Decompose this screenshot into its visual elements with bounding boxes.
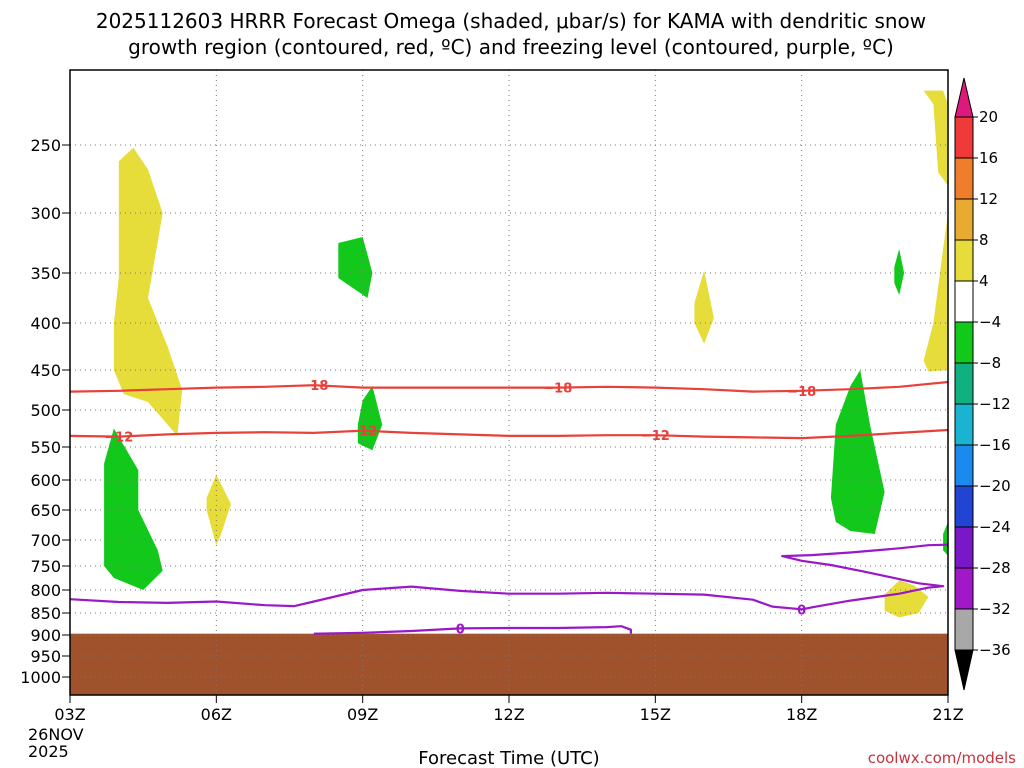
x-axis-title: Forecast Time (UTC) [418, 748, 599, 768]
colorbar-label-2: 12 [979, 190, 998, 208]
y-axis-pressure: 250 300 350 400 450 500 550 600 650 700 750 800 850 9… [20, 136, 70, 687]
freezing-contour-label-1-0: 0 [456, 622, 465, 637]
colorbar-label-3: 8 [979, 231, 989, 249]
dgz-contour-1 [69, 428, 949, 440]
y-tick-label-900: 900 [30, 626, 61, 645]
dgz-contour-label-1-0: −12 [104, 431, 133, 446]
freezing-contour-label-0-0: 0 [797, 603, 806, 618]
x-tick-label-03Z: 03Z [54, 705, 85, 724]
colorbar-box-5 [954, 321, 974, 364]
dgz-contour-label-0-0: −18 [299, 379, 328, 394]
y-tick-label-950: 950 [30, 647, 61, 666]
colorbar-label-4: 4 [979, 272, 989, 290]
dgz-contour-label-1-2: −12 [641, 429, 670, 444]
colorbar-label-6: −8 [979, 354, 1001, 372]
omega-shading [104, 90, 948, 618]
contours: −18 −18 −18 −12 −12 −12 0 0 [69, 379, 949, 637]
omega-region-5 [884, 580, 929, 618]
omega-region-6 [104, 428, 163, 590]
omega-region-9 [830, 370, 885, 534]
x-tick-label-09Z: 09Z [347, 705, 378, 724]
omega-region-11 [943, 522, 948, 556]
omega-region-10 [894, 249, 905, 295]
y-tick-label-300: 300 [30, 204, 61, 223]
colorbar-box-10 [954, 526, 974, 569]
x-tick-label-18Z: 18Z [786, 705, 817, 724]
credit-text: coolwx.com/models [868, 749, 1016, 767]
x-tick-label-15Z: 15Z [640, 705, 671, 724]
y-tick-label-550: 550 [30, 438, 61, 457]
x-tick-label-06Z: 06Z [201, 705, 232, 724]
colorbar-box-3 [954, 239, 974, 282]
colorbar-label-5: −4 [979, 313, 1001, 331]
colorbar-bottom-triangle [954, 649, 974, 691]
dgz-contour-0 [69, 380, 949, 393]
colorbar-label-8: −16 [979, 436, 1011, 454]
x-date-year: 2025 [28, 742, 69, 761]
omega-region-2 [694, 270, 714, 344]
y-tick-label-850: 850 [30, 604, 61, 623]
colorbar-box-12 [954, 608, 974, 651]
y-tick-label-750: 750 [30, 557, 61, 576]
dgz-contour-label-1-1: −12 [348, 425, 377, 440]
colorbar-label-0: 20 [979, 108, 998, 126]
colorbar-box-1 [954, 157, 974, 200]
freezing-contour-1 [313, 625, 633, 635]
omega-region-3 [923, 90, 948, 186]
colorbar-label-1: 16 [979, 149, 998, 167]
colorbar-box-7 [954, 403, 974, 446]
y-tick-label-600: 600 [30, 471, 61, 490]
colorbar-box-0 [954, 116, 974, 159]
chart-title-line-2: growth region (contoured, red, ºC) and f… [128, 35, 894, 59]
y-tick-label-450: 450 [30, 361, 61, 380]
colorbar-box-2 [954, 198, 974, 241]
y-tick-label-350: 350 [30, 264, 61, 283]
freezing-contour-0 [69, 543, 949, 611]
y-tick-label-1000: 1000 [20, 668, 61, 687]
ground-below-surface [70, 633, 948, 695]
omega-region-7 [338, 237, 373, 298]
x-tick-label-12Z: 12Z [493, 705, 524, 724]
dgz-contour-label-0-1: −18 [543, 382, 572, 397]
x-date-day: 26NOV [28, 725, 84, 744]
colorbar-label-13: −36 [979, 641, 1011, 659]
x-axis-time: 03Z 06Z 09Z 12Z 15Z 18Z 21Z [54, 695, 964, 724]
colorbar-box-8 [954, 444, 974, 487]
colorbar-label-12: −32 [979, 600, 1011, 618]
colorbar: 20 16 12 8 4 −4 −8 −12 −16 −20 −24 −28 −32 −36 [954, 77, 1011, 691]
colorbar-box-9 [954, 485, 974, 528]
omega-region-0 [113, 147, 183, 436]
y-tick-label-500: 500 [30, 401, 61, 420]
chart-title-line-1: 2025112603 HRRR Forecast Omega (shaded, … [96, 9, 926, 33]
plot-area: −18 −18 −18 −12 −12 −12 0 0 [69, 69, 949, 696]
omega-region-8 [357, 386, 383, 451]
y-tick-label-700: 700 [30, 531, 61, 550]
x-tick-label-21Z: 21Z [932, 705, 963, 724]
colorbar-box-4 [954, 280, 974, 323]
colorbar-label-11: −28 [979, 559, 1011, 577]
colorbar-box-11 [954, 567, 974, 610]
colorbar-label-7: −12 [979, 395, 1011, 413]
colorbar-top-triangle [954, 77, 974, 118]
omega-region-1 [206, 474, 231, 546]
y-tick-label-650: 650 [30, 501, 61, 520]
colorbar-box-6 [954, 362, 974, 405]
colorbar-label-9: −20 [979, 477, 1011, 495]
dgz-contour-label-0-2: −18 [787, 385, 816, 400]
y-tick-label-400: 400 [30, 314, 61, 333]
colorbar-label-10: −24 [979, 518, 1011, 536]
y-tick-label-800: 800 [30, 581, 61, 600]
omega-region-4 [923, 213, 948, 372]
y-tick-label-250: 250 [30, 136, 61, 155]
